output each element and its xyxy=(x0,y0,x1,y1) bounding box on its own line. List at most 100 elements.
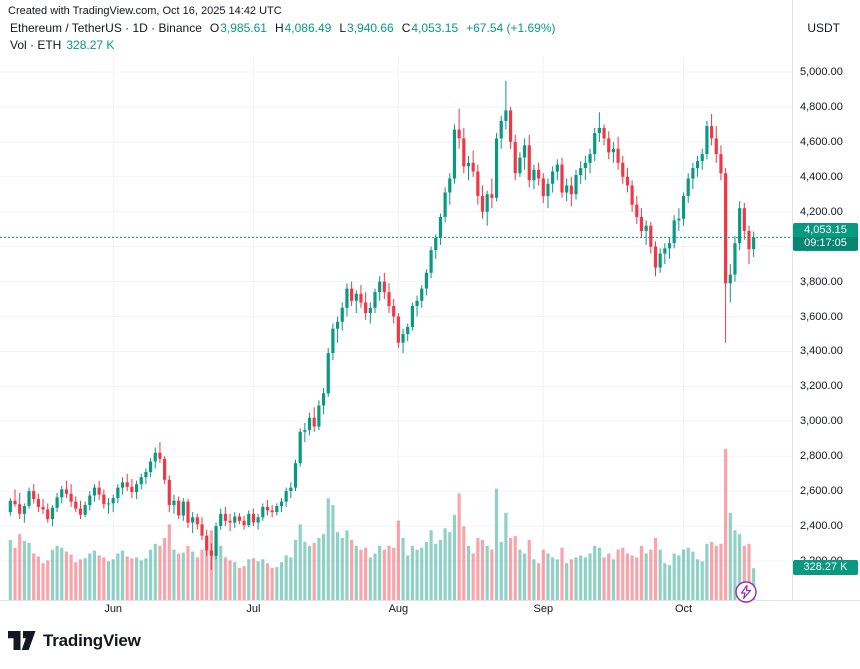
candle-body[interactable] xyxy=(518,157,522,174)
volume-bar[interactable] xyxy=(551,557,555,600)
candle-body[interactable] xyxy=(321,393,326,406)
candle-body[interactable] xyxy=(46,509,50,520)
candle-body[interactable] xyxy=(298,431,302,464)
volume-bar[interactable] xyxy=(120,550,125,600)
volume-bar[interactable] xyxy=(55,545,59,601)
volume-bar[interactable] xyxy=(134,557,139,600)
volume-bar[interactable] xyxy=(681,549,686,600)
volume-bar[interactable] xyxy=(471,553,475,601)
candle-body[interactable] xyxy=(317,405,321,427)
candle-body[interactable] xyxy=(177,500,181,516)
volume-bar[interactable] xyxy=(733,530,737,601)
candle-body[interactable] xyxy=(336,321,340,329)
volume-bar[interactable] xyxy=(663,563,667,600)
volume-bar[interactable] xyxy=(691,551,695,600)
candle-body[interactable] xyxy=(541,178,545,197)
volume-bar[interactable] xyxy=(555,559,559,600)
volume-bar[interactable] xyxy=(546,553,550,601)
volume-bar[interactable] xyxy=(293,539,298,600)
candle-body[interactable] xyxy=(569,185,573,195)
candle-body[interactable] xyxy=(293,463,298,488)
candle-body[interactable] xyxy=(420,288,424,301)
candle-body[interactable] xyxy=(396,316,400,343)
candle-body[interactable] xyxy=(275,506,279,513)
candle-body[interactable] xyxy=(228,520,232,523)
volume-bar[interactable] xyxy=(560,547,564,600)
volume-bar[interactable] xyxy=(382,549,386,600)
volume-bar[interactable] xyxy=(64,551,69,600)
volume-bar[interactable] xyxy=(523,553,527,601)
candle-body[interactable] xyxy=(106,503,111,505)
volume-bar[interactable] xyxy=(518,549,522,600)
volume-bar[interactable] xyxy=(32,553,36,601)
volume-bar[interactable] xyxy=(700,561,704,601)
volume-bar[interactable] xyxy=(724,448,728,600)
volume-bar[interactable] xyxy=(462,526,466,600)
volume-bar[interactable] xyxy=(340,538,344,600)
candle-body[interactable] xyxy=(8,500,12,513)
candle-body[interactable] xyxy=(392,306,396,317)
volume-bar[interactable] xyxy=(27,542,31,600)
volume-bar[interactable] xyxy=(50,549,54,600)
volume-bar[interactable] xyxy=(710,541,714,600)
volume-bar[interactable] xyxy=(139,560,143,600)
candle-body[interactable] xyxy=(172,500,176,506)
volume-bar[interactable] xyxy=(611,559,615,600)
volume-bar[interactable] xyxy=(368,557,372,600)
candle-body[interactable] xyxy=(616,148,620,163)
candle-body[interactable] xyxy=(476,171,480,196)
candle-body[interactable] xyxy=(373,292,377,308)
volume-bar[interactable] xyxy=(494,488,499,600)
candle-body[interactable] xyxy=(499,120,503,139)
candle-body[interactable] xyxy=(485,194,489,212)
volume-bar[interactable] xyxy=(41,563,45,600)
candle-body[interactable] xyxy=(205,535,209,551)
volume-bar[interactable] xyxy=(74,562,78,600)
volume-bar[interactable] xyxy=(686,547,690,600)
candle-body[interactable] xyxy=(345,288,349,308)
candle-body[interactable] xyxy=(265,506,270,511)
volume-bar[interactable] xyxy=(714,545,718,601)
candle-body[interactable] xyxy=(611,148,615,153)
volume-bar[interactable] xyxy=(265,563,270,600)
candle-body[interactable] xyxy=(158,452,162,459)
candle-body[interactable] xyxy=(625,176,630,186)
candle-body[interactable] xyxy=(368,307,372,313)
candle-body[interactable] xyxy=(237,516,241,521)
volume-bar[interactable] xyxy=(22,540,26,600)
candle-body[interactable] xyxy=(480,196,485,212)
candle-body[interactable] xyxy=(724,173,728,284)
candle-body[interactable] xyxy=(219,513,223,526)
volume-bar[interactable] xyxy=(111,559,115,600)
candle-body[interactable] xyxy=(667,243,672,249)
candle-body[interactable] xyxy=(326,353,330,394)
volume-bar[interactable] xyxy=(597,547,601,600)
volume-bar[interactable] xyxy=(18,534,22,600)
candle-body[interactable] xyxy=(508,110,513,142)
volume-bar[interactable] xyxy=(672,553,676,601)
volume-bar[interactable] xyxy=(172,549,176,600)
candle-body[interactable] xyxy=(438,217,443,238)
candle-body[interactable] xyxy=(653,246,658,268)
candle-body[interactable] xyxy=(97,487,101,495)
volume-bar[interactable] xyxy=(742,545,746,601)
volume-bar[interactable] xyxy=(705,543,709,600)
volume-bar[interactable] xyxy=(695,559,700,600)
volume-bar[interactable] xyxy=(303,541,307,600)
volume-bar[interactable] xyxy=(247,559,251,600)
volume-bar[interactable] xyxy=(396,520,400,600)
candle-body[interactable] xyxy=(415,300,419,306)
volume-bar[interactable] xyxy=(317,538,321,600)
candle-body[interactable] xyxy=(134,484,139,493)
volume-bar[interactable] xyxy=(298,524,302,600)
volume-bar[interactable] xyxy=(326,498,330,600)
candle-body[interactable] xyxy=(125,482,129,487)
candle-body[interactable] xyxy=(233,516,237,523)
volume-bar[interactable] xyxy=(466,545,471,601)
volume-bar[interactable] xyxy=(181,552,185,601)
candle-body[interactable] xyxy=(677,218,681,221)
candle-body[interactable] xyxy=(443,192,447,217)
volume-bar[interactable] xyxy=(434,543,438,600)
candle-body[interactable] xyxy=(560,164,564,193)
volume-bar[interactable] xyxy=(97,555,101,600)
